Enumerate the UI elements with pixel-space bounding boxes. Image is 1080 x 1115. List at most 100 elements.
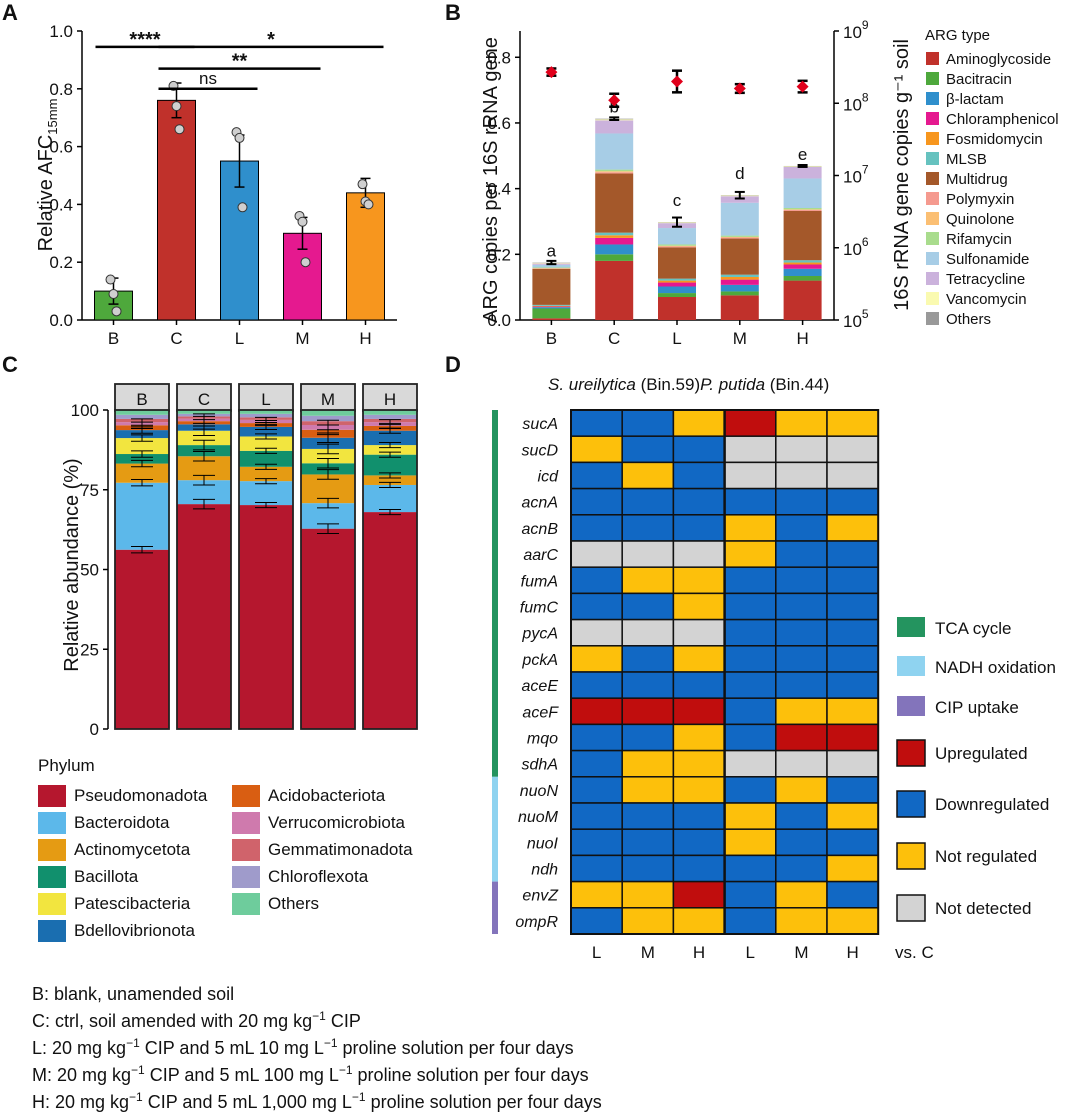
panel-d-cell	[672, 592, 726, 621]
panel-d-cell	[621, 776, 675, 804]
panel-d-gene-label: ndh	[531, 862, 558, 879]
panel-b-stack-segment	[720, 276, 759, 280]
panel-d-cell	[621, 592, 675, 621]
panel-a-ytick-label: 0.4	[49, 195, 73, 214]
panel-d-cell	[570, 880, 623, 909]
panel-d-cell	[826, 802, 879, 830]
panel-d-gene-label: nuoI	[527, 835, 559, 852]
panel-label-b: B	[445, 0, 461, 25]
panel-d-legend-label: TCA cycle	[935, 619, 1012, 638]
panel-c-legend-label: Others	[268, 894, 319, 913]
panel-d-pathway-bar	[492, 410, 498, 777]
panel-c-legend-label: Actinomycetota	[74, 840, 191, 859]
panel-d-cell	[570, 697, 623, 726]
panel-a-point	[237, 202, 248, 213]
panel-b-stack-segment	[720, 235, 759, 237]
panel-c-legend-swatch	[38, 920, 66, 942]
panel-d-cell	[672, 776, 726, 804]
panel-c-legend-swatch	[38, 785, 66, 807]
panel-b-16s-marker	[796, 80, 809, 93]
panel-c-stack-segment	[115, 482, 169, 550]
panel-b-stack-segment	[595, 172, 634, 174]
panel-d-cell	[723, 907, 777, 935]
panel-b-y2tick-label: 109	[843, 18, 869, 42]
panel-b-stack-segment	[783, 209, 822, 211]
panel-c-stack-segment	[239, 436, 293, 451]
panel-b-stack-segment	[532, 267, 571, 269]
panel-c-stack-segment	[177, 430, 231, 446]
panel-b-stack-segment	[658, 228, 696, 245]
panel-b-stack-segment	[720, 202, 759, 236]
panel-c-facet-strip	[238, 383, 294, 412]
panel-d-cell	[570, 749, 623, 778]
panel-d-cell	[723, 435, 777, 464]
panel-b-legend-label: Rifamycin	[946, 231, 1012, 248]
panel-d-cell	[621, 409, 675, 437]
panel-c-errorbar	[317, 469, 339, 480]
panel-c-errorbar	[255, 463, 277, 470]
panel-a-point	[171, 101, 182, 112]
panel-c-legend-title: Phylum	[38, 756, 95, 775]
panel-c-errorbar	[131, 479, 153, 487]
caption-line-5: H: 20 mg kg−1 CIP and 5 mL 1,000 mg L−1 …	[32, 1090, 602, 1112]
panel-b-ytick-label: 0.0	[487, 311, 511, 330]
panel-d-cell	[775, 566, 828, 595]
panel-b-ytick-label: 0.6	[487, 114, 511, 133]
panel-c-stack-segment	[239, 505, 293, 729]
panel-c-stack-segment	[115, 414, 169, 419]
panel-c-errorbar	[379, 442, 401, 449]
panel-c-chart: 0 25 50 75 100 B C L M H Pseudomonadota Bacteroidot…	[38, 383, 418, 942]
panel-b-stack-segment	[658, 286, 696, 294]
panel-c-facet-frame	[300, 409, 356, 730]
panel-c-stack-segment	[301, 410, 355, 416]
panel-d-cell	[826, 487, 879, 516]
panel-d-pathway-bar	[492, 776, 498, 882]
panel-d-cell	[723, 671, 777, 699]
panel-c-legend-label: Verrucomicrobiota	[268, 813, 406, 832]
panel-b-y2tick-exp: 5	[862, 307, 869, 321]
panel-b-xtick-label: L	[672, 329, 681, 348]
panel-c-facet-label: B	[136, 390, 147, 409]
panel-b-legend-label: Quinolone	[946, 211, 1014, 228]
panel-d-cell	[621, 828, 675, 857]
panel-c-legend-label: Bacillota	[74, 867, 139, 886]
panel-d-cell	[775, 618, 828, 647]
panel-a-ytick-label: 0.2	[49, 253, 73, 272]
panel-b-stack-segment	[658, 293, 696, 298]
panel-d-heatmap: sucA sucD icd acnA acnB aarC fumA fumC pycA pckA a…	[492, 409, 1056, 962]
panel-b-stack-segment	[595, 120, 634, 134]
panel-d-cell	[775, 592, 828, 621]
panel-b-stack-segment	[783, 268, 822, 276]
panel-d-legend-swatch	[897, 617, 925, 637]
panel-a-ytick-label: 0.6	[49, 138, 73, 157]
panel-d-cell	[570, 828, 623, 857]
panel-b-stack-segment	[658, 278, 696, 281]
panel-c-errorbar	[317, 497, 339, 509]
panel-d-gene-label: pycA	[521, 626, 558, 643]
panel-d-cell	[672, 907, 726, 935]
panel-d-cell	[621, 802, 675, 830]
panel-c-stack-segment	[363, 512, 417, 729]
panel-b-total-errorbar	[609, 116, 620, 121]
panel-b-stack-segment	[658, 244, 696, 246]
panel-b-stack-segment	[658, 297, 696, 320]
panel-b-stack-segment	[658, 282, 696, 287]
panel-d-cell	[672, 880, 726, 909]
panel-d-cell	[775, 697, 828, 726]
panel-d-legend-label: NADH oxidation	[935, 658, 1056, 677]
panel-b-xtick-label: B	[546, 329, 557, 348]
panel-d-cell	[826, 697, 879, 726]
panel-d-pathway-bar	[492, 881, 498, 934]
panel-d-cell	[621, 540, 675, 568]
panel-b-y2tick-label: 108	[843, 90, 869, 114]
panel-d-gene-label: acnA	[522, 495, 558, 512]
panel-d-cell	[775, 487, 828, 516]
panel-b-legend-label: Others	[946, 311, 991, 328]
panel-c-stack-segment	[177, 445, 231, 457]
panel-d-cell	[723, 776, 777, 804]
panel-c-stack-segment	[363, 484, 417, 513]
panel-c-errorbar	[131, 459, 153, 468]
panel-d-cell	[672, 487, 726, 516]
panel-b-legend-swatch	[926, 312, 939, 325]
panel-d-cell	[570, 514, 623, 542]
